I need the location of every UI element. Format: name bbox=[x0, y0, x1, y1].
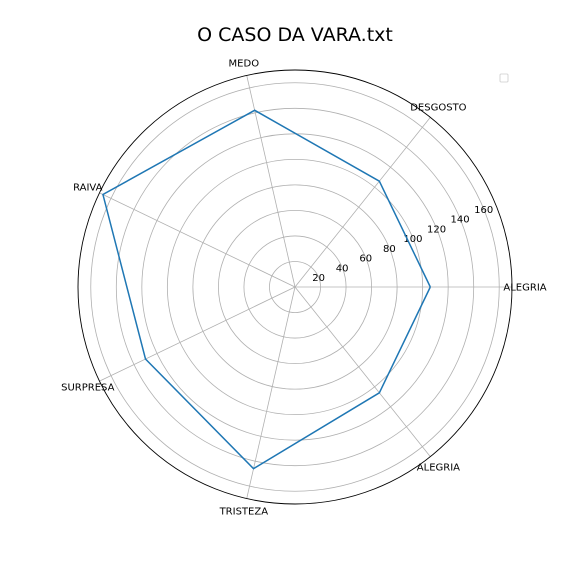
spoke-line bbox=[99, 192, 296, 288]
category-label: TRISTEZA bbox=[219, 507, 269, 518]
series-line bbox=[102, 109, 431, 470]
radial-tick-label: 60 bbox=[359, 254, 372, 265]
chart-title: O CASO DA VARA.txt bbox=[197, 24, 393, 46]
spoke-line bbox=[99, 286, 296, 382]
category-labels: ALEGRIA DESGOSTO MEDO RAIVA SURPRESA TRISTEZA… bbox=[61, 58, 547, 517]
category-label: SURPRESA bbox=[61, 382, 114, 393]
radial-tick-label: 160 bbox=[474, 205, 493, 216]
polar-frame bbox=[77, 69, 513, 505]
category-label: MEDO bbox=[229, 58, 260, 69]
radial-tick-label: 140 bbox=[451, 215, 470, 226]
category-label: ALEGRIA bbox=[417, 462, 460, 473]
radial-tick-label: 100 bbox=[403, 234, 422, 245]
spoke-line bbox=[294, 117, 431, 288]
radial-tick-label: 40 bbox=[336, 263, 349, 274]
category-label: ALEGRIA bbox=[503, 283, 546, 294]
spoke-line bbox=[294, 286, 431, 457]
legend bbox=[499, 73, 509, 83]
spoke-line bbox=[246, 75, 296, 288]
radial-tick-label: 80 bbox=[383, 244, 396, 255]
radial-tick-label: 20 bbox=[312, 273, 325, 284]
radial-tick-label: 120 bbox=[427, 224, 446, 235]
radial-tick-labels: 20 40 60 80 100 120 140 160 bbox=[312, 205, 493, 284]
spoke-line bbox=[246, 286, 296, 499]
category-label: RAIVA bbox=[73, 183, 103, 194]
category-label: DESGOSTO bbox=[410, 103, 466, 114]
